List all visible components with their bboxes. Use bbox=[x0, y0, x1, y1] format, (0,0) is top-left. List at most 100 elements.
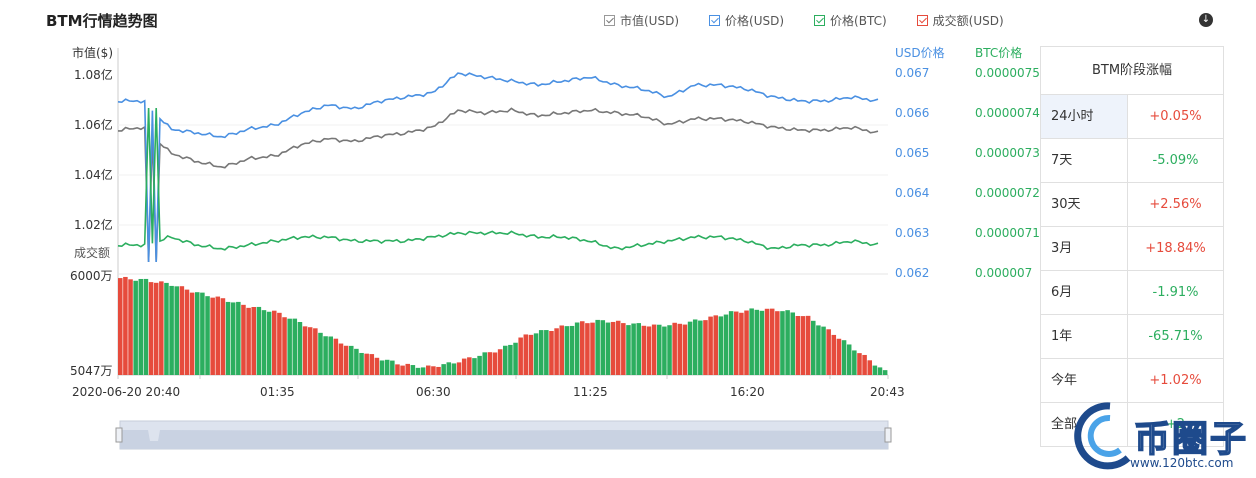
legend-label: 成交额(USD) bbox=[932, 14, 1004, 28]
volume-bar bbox=[123, 276, 128, 375]
coin-logo-icon bbox=[1074, 402, 1131, 470]
right-axis-title-btc: BTC价格 bbox=[975, 46, 1023, 60]
volume-bar bbox=[882, 370, 888, 375]
volume-bar bbox=[179, 286, 185, 375]
volume-bar bbox=[816, 325, 821, 375]
volume-bar bbox=[713, 315, 718, 375]
legend-volume[interactable]: 成交额(USD) bbox=[916, 12, 1004, 29]
volume-bar bbox=[138, 278, 144, 375]
row-value: +0.05% bbox=[1149, 109, 1202, 124]
panel-row-24h[interactable]: 24小时 +0.05% bbox=[1041, 95, 1223, 139]
volume-axis-title: 成交额 bbox=[74, 246, 111, 260]
chart-title: BTM行情趋势图 bbox=[46, 12, 158, 30]
volume-bar bbox=[446, 362, 452, 375]
navigator-handle-left bbox=[115, 427, 123, 443]
y-tick-btc: 0.0000073 bbox=[975, 146, 1040, 160]
left-axis-title: 市值($) bbox=[72, 46, 113, 60]
volume-bar bbox=[651, 324, 657, 375]
phase-change-panel: BTM阶段涨幅 24小时 +0.05% 7天 -5.09% 30天 +2.56%… bbox=[1040, 46, 1224, 447]
right-axis-title-usd: USD价格 bbox=[895, 46, 945, 60]
volume-bar bbox=[764, 308, 770, 375]
volume-bar bbox=[302, 326, 308, 375]
volume-bar bbox=[754, 309, 760, 375]
volume-bar bbox=[195, 292, 200, 375]
volume-bar bbox=[646, 326, 652, 375]
check-icon bbox=[604, 15, 615, 26]
volume-bar bbox=[708, 316, 713, 375]
legend-label: 价格(BTC) bbox=[830, 14, 887, 28]
row-label: 7天 bbox=[1041, 139, 1128, 182]
row-label: 24小时 bbox=[1041, 95, 1128, 138]
panel-row-all[interactable]: 全部 +2 bbox=[1041, 403, 1223, 446]
volume-bar bbox=[189, 292, 195, 375]
x-tick: 06:30 bbox=[416, 385, 451, 399]
volume-bar bbox=[641, 325, 647, 375]
row-label: 今年 bbox=[1041, 359, 1128, 402]
legend-price-usd[interactable]: 价格(USD) bbox=[709, 12, 784, 29]
volume-bar bbox=[775, 311, 780, 375]
volume-bar bbox=[723, 314, 729, 375]
watermark-text: 币圈子 bbox=[1133, 418, 1249, 461]
y-tick-usd: 0.067 bbox=[895, 66, 930, 80]
volume-bar bbox=[415, 367, 421, 375]
volume-bar bbox=[790, 312, 795, 375]
panel-row-1y[interactable]: 1年 -65.71% bbox=[1041, 315, 1223, 359]
y-tick-volume: 5047万 bbox=[70, 364, 113, 378]
x-tick: 2020-06-20 20:40 bbox=[72, 385, 181, 399]
panel-row-30d[interactable]: 30天 +2.56% bbox=[1041, 183, 1223, 227]
volume-bar bbox=[549, 330, 554, 375]
volume-bar bbox=[456, 362, 462, 375]
volume-bar bbox=[200, 292, 205, 375]
volume-bar bbox=[313, 328, 318, 375]
panel-row-ytd[interactable]: 今年 +1.02% bbox=[1041, 359, 1223, 403]
volume-bar bbox=[487, 352, 493, 375]
volume-bar bbox=[544, 330, 549, 375]
legend-label: 市值(USD) bbox=[620, 14, 680, 28]
volume-bar bbox=[811, 320, 816, 375]
volume-bar bbox=[282, 317, 287, 375]
volume-bar bbox=[497, 349, 503, 375]
volume-bar bbox=[431, 366, 436, 375]
y-tick-btc: 0.000007 bbox=[975, 266, 1033, 280]
panel-title: BTM阶段涨幅 bbox=[1041, 47, 1223, 95]
volume-bar bbox=[426, 365, 431, 375]
volume-bar bbox=[410, 365, 416, 375]
volume-bar bbox=[595, 319, 600, 375]
volume-bar bbox=[574, 322, 580, 375]
panel-row-7d[interactable]: 7天 -5.09% bbox=[1041, 139, 1223, 183]
row-label: 1年 bbox=[1041, 315, 1128, 358]
volume-bar bbox=[610, 321, 616, 375]
row-label: 全部 bbox=[1041, 403, 1128, 446]
volume-bar bbox=[600, 320, 606, 375]
x-tick: 20:43 bbox=[870, 385, 905, 399]
volume-bar bbox=[230, 302, 236, 375]
volume-bar bbox=[518, 337, 523, 375]
legend: 市值(USD) 价格(USD) 价格(BTC) 成交额(USD) bbox=[604, 12, 1034, 29]
volume-bar bbox=[692, 319, 698, 375]
volume-bar bbox=[256, 306, 262, 375]
volume-bar bbox=[349, 345, 354, 375]
row-value: +1.02% bbox=[1149, 373, 1202, 388]
panel-row-6m[interactable]: 6月 -1.91% bbox=[1041, 271, 1223, 315]
y-tick-btc: 0.0000074 bbox=[975, 106, 1040, 120]
volume-bar bbox=[657, 324, 662, 375]
volume-bar bbox=[677, 323, 683, 375]
volume-bar bbox=[133, 280, 138, 375]
download-icon[interactable]: ↓ bbox=[1199, 13, 1213, 27]
volume-bar bbox=[759, 310, 765, 375]
volume-bar bbox=[528, 334, 534, 375]
trend-chart bbox=[115, 48, 892, 450]
volume-bar bbox=[210, 297, 215, 375]
volume-bar bbox=[749, 308, 754, 375]
volume-bar bbox=[826, 329, 831, 375]
volume-bar bbox=[354, 348, 359, 375]
legend-price-btc[interactable]: 价格(BTC) bbox=[814, 12, 887, 29]
volume-bar bbox=[323, 336, 328, 375]
row-label: 6月 bbox=[1041, 271, 1128, 314]
legend-market-cap[interactable]: 市值(USD) bbox=[604, 12, 679, 29]
volume-bar bbox=[857, 353, 862, 375]
volume-bar bbox=[795, 316, 801, 375]
volume-bar bbox=[734, 311, 739, 375]
panel-row-3m[interactable]: 3月 +18.84% bbox=[1041, 227, 1223, 271]
volume-bar bbox=[682, 324, 688, 375]
